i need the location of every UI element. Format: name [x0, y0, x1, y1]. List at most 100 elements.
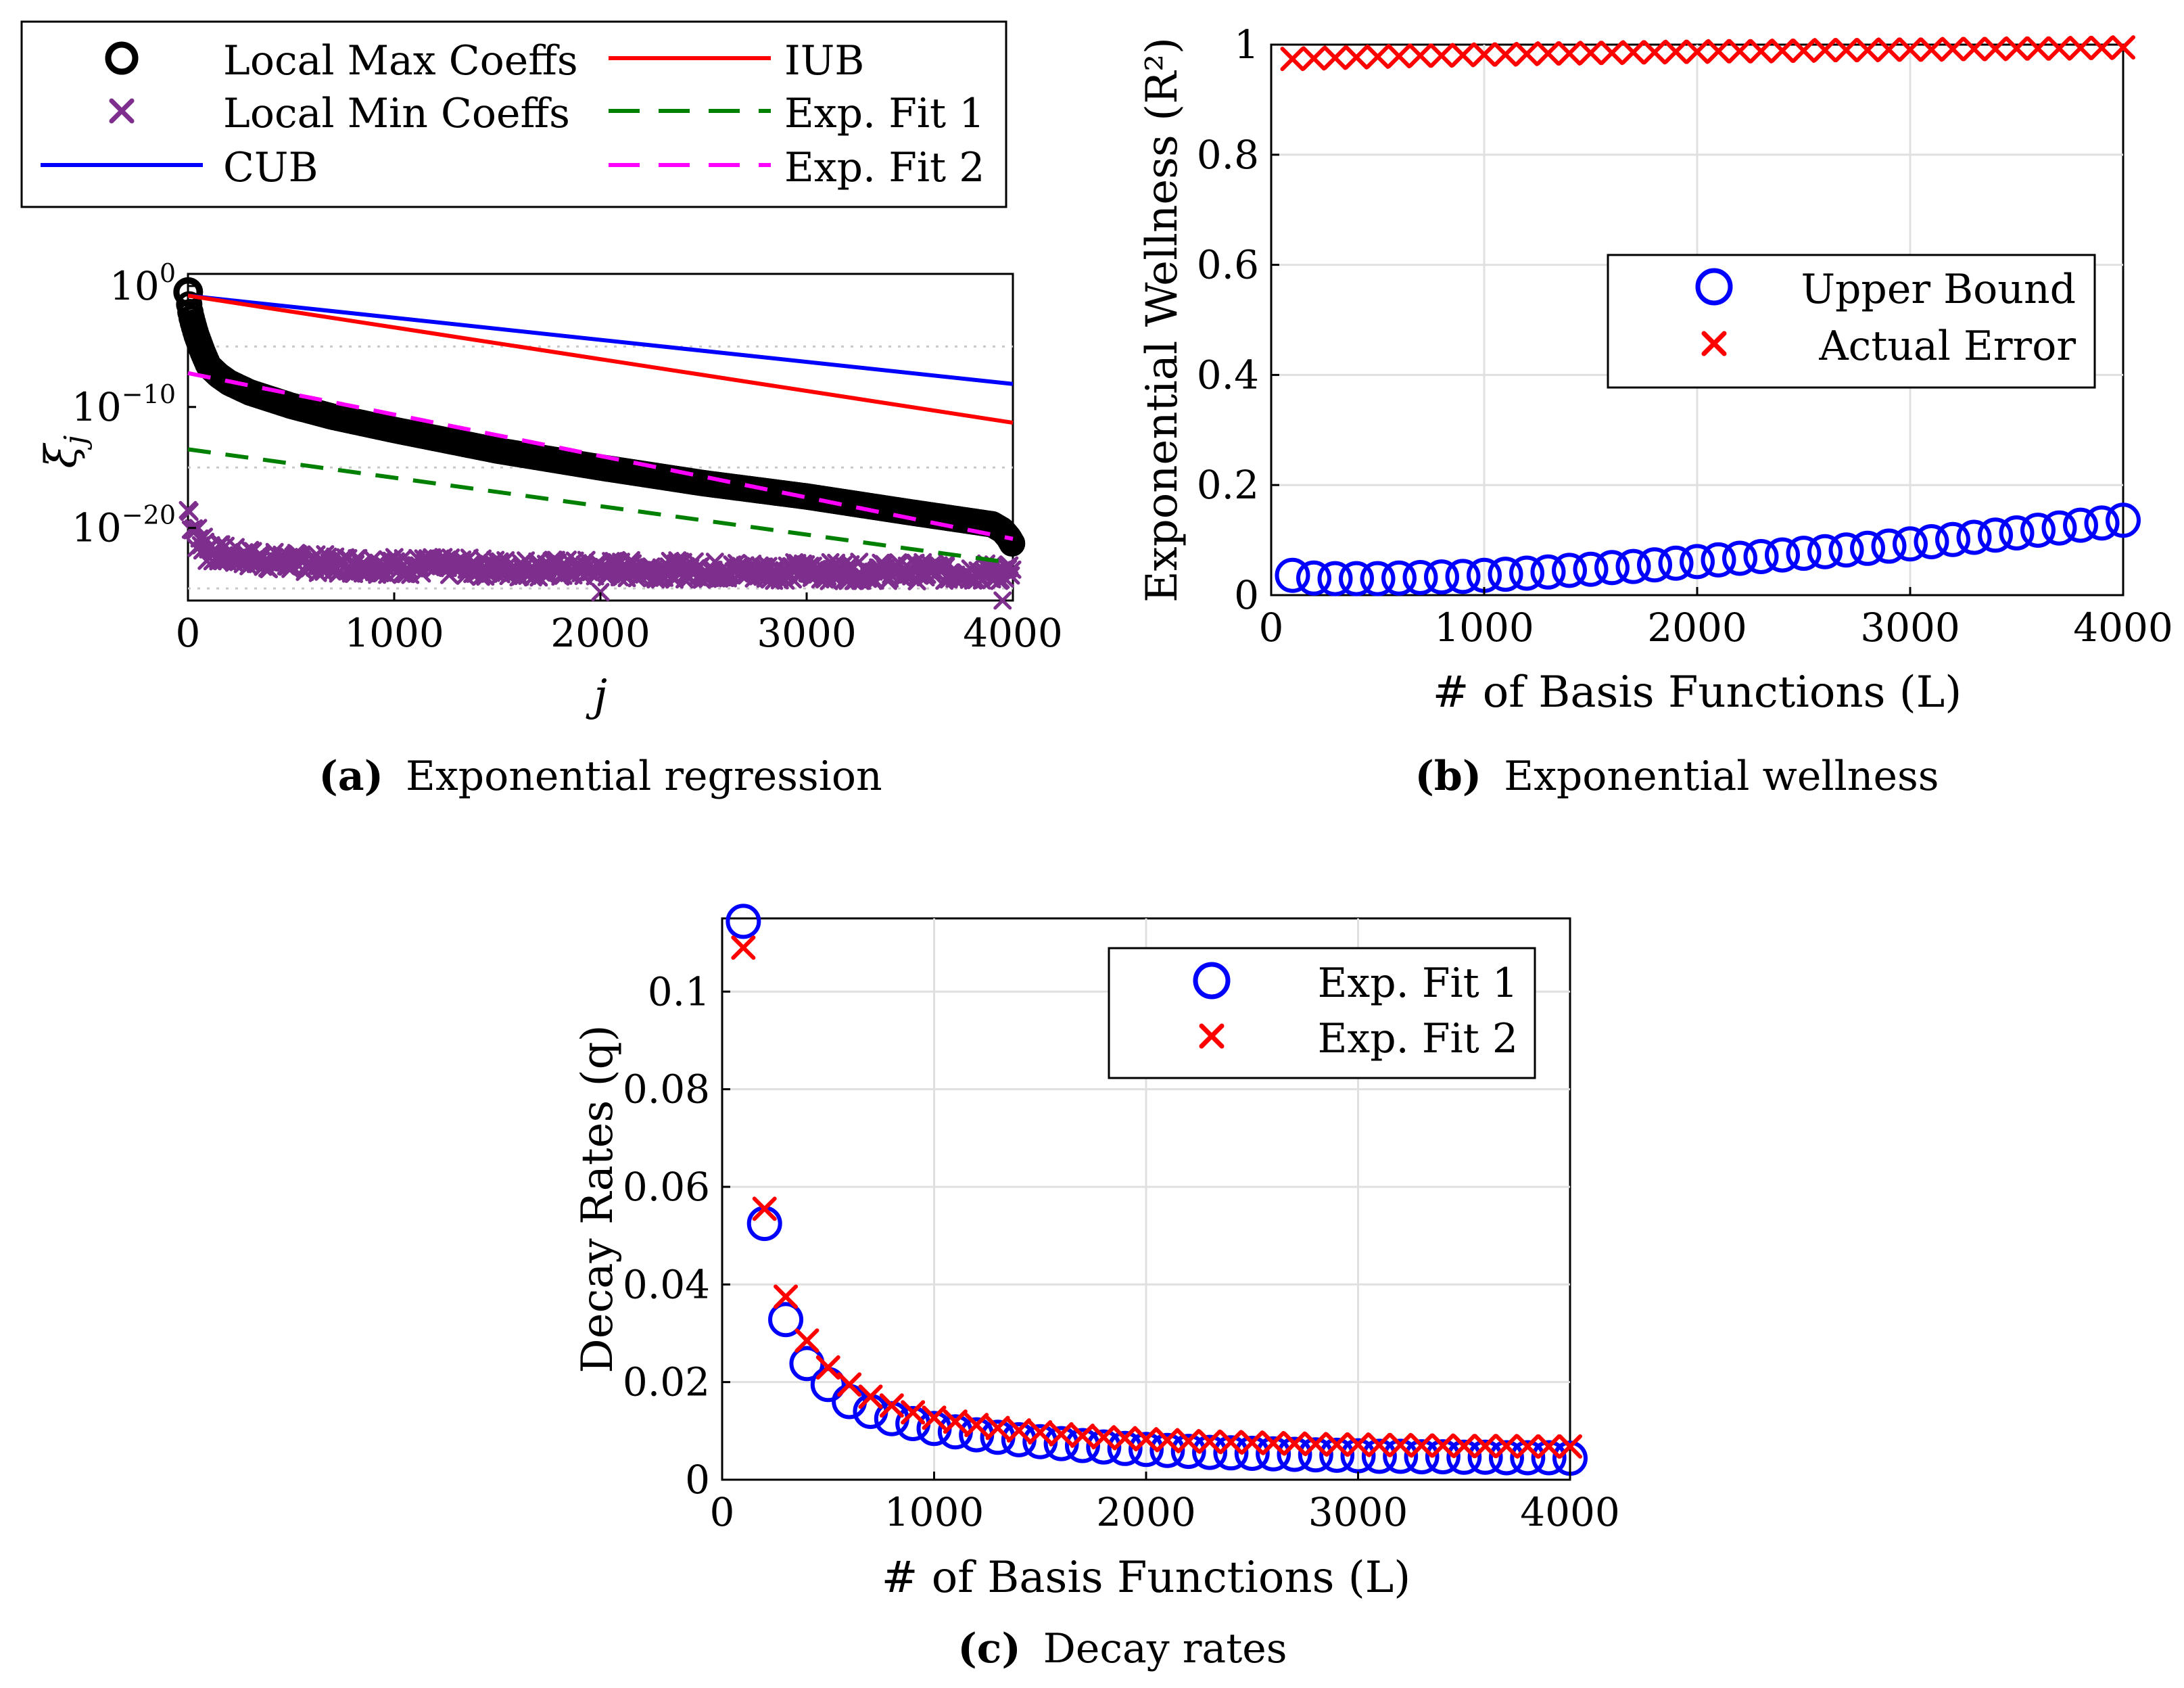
point-b-actual-error-23 [1770, 38, 1795, 63]
series-line-iub [187, 294, 1014, 425]
y-tick-base-a-0: 10 [110, 263, 160, 309]
point-b-actual-error-36 [2047, 36, 2072, 61]
point-b-actual-error-31 [1941, 37, 1965, 62]
x-tick-label-b-0: 0 [1259, 605, 1284, 651]
point-b-upper-bound-11 [1509, 555, 1544, 591]
min-coeff-outlier-0 [591, 582, 610, 601]
legend-a-entry-exp-fit-2: Exp. Fit 2 [609, 144, 984, 191]
point-c-exp-fit-2-30-stroke2 [1367, 1432, 1392, 1457]
legend-c-entry-exp-fit-2-label: Exp. Fit 2 [1318, 1015, 1518, 1062]
legend-a-entry-cub: CUB [41, 144, 318, 191]
point-b-upper-bound-17 [1637, 547, 1672, 583]
point-b-actual-error-30-stroke2 [1919, 37, 1944, 62]
point-b-actual-error-28 [1876, 37, 1901, 62]
x-tick-label-a-0: 0 [176, 610, 201, 656]
caption-a-label: (a) [318, 753, 383, 800]
plot-area-c [726, 904, 1588, 1476]
legend-b-entry-upper-bound: Upper Bound [1695, 266, 2076, 313]
point-b-upper-bound-32 [1956, 519, 1992, 555]
min-coeff-outlier-1-stroke2 [993, 591, 1012, 610]
legend-a-entry-exp-fit-1-label: Exp. Fit 1 [784, 90, 984, 137]
legend-c-entry-exp-fit-1-label: Exp. Fit 1 [1318, 960, 1518, 1007]
point-c-exp-fit-2-5 [837, 1372, 862, 1397]
y-tick-label-c-4: 0.08 [623, 1066, 710, 1112]
point-c-exp-fit-2-39-stroke2 [1558, 1434, 1582, 1459]
legend-c-entry-exp-fit-2-marker [1199, 1023, 1225, 1049]
x-tick-label-b-3: 3000 [1860, 605, 1960, 651]
point-b-upper-bound-15 [1594, 550, 1630, 586]
point-b-upper-bound-33 [1978, 517, 2013, 553]
y-tick-label-b-0: 0 [1234, 572, 1259, 618]
x-tick-label-a-1: 1000 [344, 610, 444, 656]
point-c-exp-fit-2-13-stroke2 [1006, 1418, 1031, 1443]
caption-c-text: Decay rates [1043, 1625, 1287, 1672]
point-b-upper-bound-23 [1765, 537, 1800, 573]
point-b-actual-error-37 [2068, 35, 2093, 60]
x-tick-label-c-1: 1000 [884, 1489, 984, 1535]
y-tick-label-b-5: 1 [1234, 22, 1259, 68]
point-c-exp-fit-2-31 [1388, 1432, 1413, 1457]
point-c-exp-fit-2-24 [1239, 1430, 1264, 1455]
y-tick-label-b-4: 0.8 [1197, 132, 1259, 178]
legend-c: Exp. Fit 1 Exp. Fit 2 [1193, 960, 1518, 1062]
y-tick-label-a-1: 10−10 [72, 379, 176, 430]
point-b-upper-bound-31 [1935, 521, 1970, 557]
point-b-actual-error-30 [1919, 37, 1944, 62]
y-tick-label-a-0: 100 [110, 258, 176, 309]
point-b-actual-error-9-stroke2 [1472, 42, 1496, 67]
point-b-actual-error-11-stroke2 [1515, 41, 1539, 66]
point-c-exp-fit-2-37-stroke2 [1515, 1434, 1540, 1459]
series-line-cub [187, 294, 1014, 386]
legend-c-entry-exp-fit-2: Exp. Fit 2 [1199, 1015, 1518, 1062]
point-c-exp-fit-2-25 [1261, 1430, 1286, 1455]
point-c-exp-fit-2-18-stroke2 [1112, 1426, 1137, 1451]
point-b-actual-error-12-stroke2 [1536, 41, 1561, 66]
point-b-upper-bound-12 [1530, 554, 1566, 590]
series-line-exp-fit-2 [187, 371, 1014, 541]
point-b-upper-bound-16 [1615, 548, 1651, 584]
min-coeff-marker-stroke2 [394, 549, 412, 568]
point-b-actual-error-18 [1663, 39, 1688, 64]
point-c-exp-fit-2-9 [922, 1405, 947, 1430]
min-coeff-outlier-0-stroke2 [591, 582, 610, 601]
point-c-exp-fit-2-3 [794, 1328, 820, 1353]
point-b-upper-bound-24 [1786, 536, 1822, 571]
legend-b-entry-upper-bound-label: Upper Bound [1801, 266, 2076, 313]
point-c-exp-fit-2-33-stroke2 [1430, 1433, 1455, 1458]
y-tick-exponent-a-1: −10 [122, 379, 176, 409]
point-c-exp-fit-2-33 [1430, 1433, 1455, 1458]
point-b-actual-error-2 [1323, 45, 1348, 70]
point-b-upper-bound-36 [2041, 510, 2077, 546]
min-coeff-marker-stroke2 [385, 548, 404, 567]
legend-a-entry-iub: IUB [609, 37, 864, 85]
point-c-exp-fit-2-20 [1155, 1428, 1180, 1453]
y-tick-label-b-1: 0.2 [1197, 462, 1259, 508]
point-c-exp-fit-2-16 [1070, 1424, 1095, 1449]
point-b-upper-bound-22 [1743, 539, 1779, 575]
point-b-actual-error-38 [2089, 35, 2114, 60]
point-b-actual-error-26-stroke2 [1834, 38, 1859, 63]
point-c-exp-fit-2-39 [1558, 1434, 1582, 1459]
point-c-exp-fit-1-30 [1361, 1438, 1397, 1474]
point-c-exp-fit-1-38 [1531, 1440, 1567, 1476]
point-b-actual-error-17 [1642, 40, 1667, 65]
point-c-exp-fit-2-1 [752, 1196, 777, 1221]
point-c-exp-fit-1-35 [1467, 1439, 1503, 1475]
point-c-exp-fit-2-6-stroke2 [858, 1384, 883, 1409]
min-coeff-marker [180, 502, 199, 521]
plot-area-b [1275, 35, 2141, 596]
point-b-actual-error-22 [1749, 39, 1774, 64]
y-tick-base-a-2: 10 [72, 505, 122, 551]
point-c-exp-fit-1-26 [1277, 1436, 1312, 1472]
point-c-exp-fit-2-15-stroke2 [1049, 1422, 1074, 1447]
point-b-actual-error-14-stroke2 [1578, 41, 1603, 66]
min-coeff-outlier-1 [993, 591, 1012, 610]
point-c-exp-fit-2-34 [1452, 1434, 1477, 1459]
y-axis-label-b: Exponential Wellness (R²) [1137, 37, 1187, 603]
point-c-exp-fit-2-17-stroke2 [1091, 1425, 1116, 1450]
point-c-exp-fit-2-7-stroke2 [879, 1393, 904, 1418]
legend-c-box [1108, 947, 1536, 1079]
x-tick-label-b-2: 2000 [1647, 605, 1747, 651]
point-c-exp-fit-1-19 [1129, 1432, 1164, 1468]
min-coeff-marker-stroke2 [1003, 560, 1022, 579]
